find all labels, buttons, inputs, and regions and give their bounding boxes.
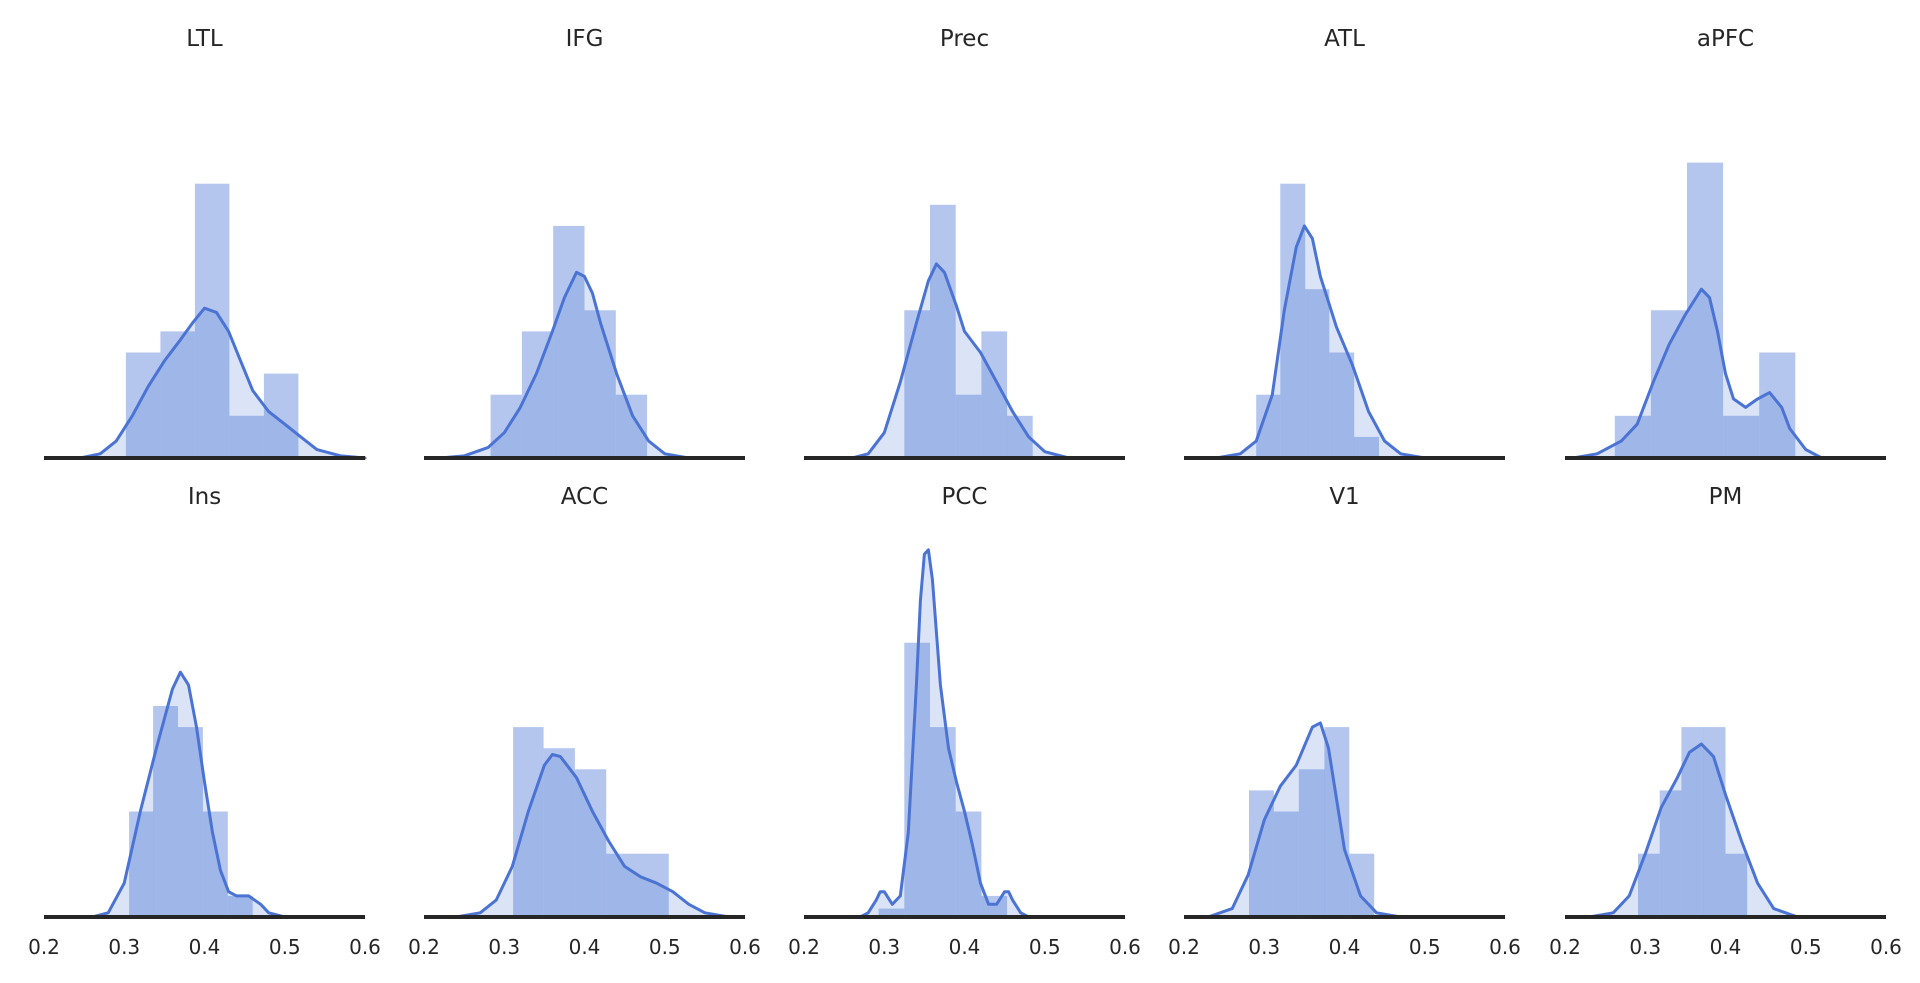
- x-tick-label: 0.4: [1710, 935, 1742, 959]
- x-tick-label: 0.5: [269, 935, 301, 959]
- x-tick-label: 0.5: [649, 935, 681, 959]
- x-tick-label: 0.5: [1790, 935, 1822, 959]
- kde-line: [1206, 721, 1403, 919]
- hist-bar: [178, 727, 203, 917]
- x-tick-label: 0.6: [729, 935, 761, 959]
- x-tick-label: 0.4: [189, 935, 221, 959]
- hist-bar: [129, 811, 154, 917]
- hist-bar: [878, 908, 905, 917]
- kde-area: [1573, 289, 1822, 458]
- x-tick-label: 0.2: [788, 935, 820, 959]
- hist-bar: [513, 727, 544, 917]
- x-tick-label: 0.6: [349, 935, 381, 959]
- panel-title: V1: [1329, 484, 1359, 510]
- hist-bar: [1650, 310, 1687, 458]
- x-tick-label: 0.3: [1248, 935, 1280, 959]
- x-tick-label: 0.4: [949, 935, 981, 959]
- hist-bar: [1725, 853, 1748, 917]
- kde-area: [1208, 722, 1401, 917]
- panel-title: Ins: [188, 484, 221, 510]
- panel-title: ATL: [1324, 26, 1365, 52]
- hist-bar: [1354, 436, 1379, 458]
- x-tick-label: 0.6: [1870, 935, 1902, 959]
- hist-bar: [490, 394, 522, 458]
- hist-bar: [1298, 769, 1325, 917]
- x-tick-label: 0.3: [488, 935, 520, 959]
- panel-title: Prec: [940, 26, 989, 52]
- x-tick-label: 0.2: [1168, 935, 1200, 959]
- hist-bar: [1305, 289, 1330, 458]
- panel-title: aPFC: [1697, 26, 1754, 52]
- kde-area: [1589, 744, 1798, 917]
- x-tick-label: 0.4: [569, 935, 601, 959]
- kde-line: [850, 262, 1071, 460]
- kde-line: [858, 548, 1031, 919]
- x-tick-label: 0.6: [1109, 935, 1141, 959]
- hist-bar: [1687, 162, 1724, 458]
- kde-area: [852, 263, 1069, 458]
- kde-area: [80, 308, 365, 458]
- panel-title: IFG: [566, 26, 604, 52]
- hist-bar: [227, 895, 253, 917]
- kde-area: [456, 754, 729, 917]
- x-tick-label: 0.3: [1629, 935, 1661, 959]
- hist-bar: [1324, 727, 1350, 917]
- panel-title: LTL: [186, 26, 223, 52]
- x-tick-label: 0.4: [1329, 935, 1361, 959]
- hist-bar: [955, 394, 982, 458]
- kde-line: [1214, 224, 1427, 460]
- panel-title: ACC: [561, 484, 608, 510]
- hist-bar: [553, 225, 585, 458]
- hist-bar: [1681, 727, 1704, 917]
- x-tick-label: 0.5: [1029, 935, 1061, 959]
- hist-bar: [1280, 183, 1306, 458]
- hist-bar: [1329, 352, 1355, 458]
- panel-title: PCC: [942, 484, 988, 510]
- hist-bar: [904, 310, 930, 458]
- hist-bar: [1614, 415, 1651, 458]
- hist-bar: [930, 204, 956, 458]
- kde-line: [454, 753, 731, 919]
- x-tick-label: 0.6: [1489, 935, 1521, 959]
- kde-line: [1587, 742, 1800, 919]
- kde-area: [860, 549, 1029, 917]
- hist-bar: [584, 310, 616, 458]
- x-tick-label: 0.2: [28, 935, 60, 959]
- kde-line: [78, 306, 367, 460]
- kde-line: [90, 670, 287, 919]
- panel-title: PM: [1709, 484, 1743, 510]
- hist-bar: [615, 394, 648, 458]
- x-tick-label: 0.2: [408, 935, 440, 959]
- x-tick-label: 0.3: [108, 935, 140, 959]
- hist-bar: [543, 748, 575, 917]
- kde-area: [440, 272, 689, 458]
- kde-line: [1571, 287, 1824, 460]
- kde-area: [1216, 225, 1425, 458]
- hist-bar: [202, 811, 228, 917]
- hist-bar: [574, 769, 607, 917]
- kde-area: [92, 672, 285, 917]
- x-tick-label: 0.2: [1549, 935, 1581, 959]
- hist-bar: [1273, 811, 1299, 917]
- hist-bar: [1659, 790, 1682, 917]
- hist-bar: [1723, 415, 1760, 458]
- hist-bar: [1759, 352, 1796, 458]
- kde-line: [438, 270, 691, 460]
- x-tick-label: 0.3: [868, 935, 900, 959]
- x-tick-label: 0.5: [1409, 935, 1441, 959]
- hist-bar: [1638, 853, 1660, 917]
- hist-bar: [229, 415, 264, 458]
- hist-bar: [125, 352, 161, 458]
- hist-bar: [263, 373, 299, 458]
- hist-bar: [160, 331, 195, 458]
